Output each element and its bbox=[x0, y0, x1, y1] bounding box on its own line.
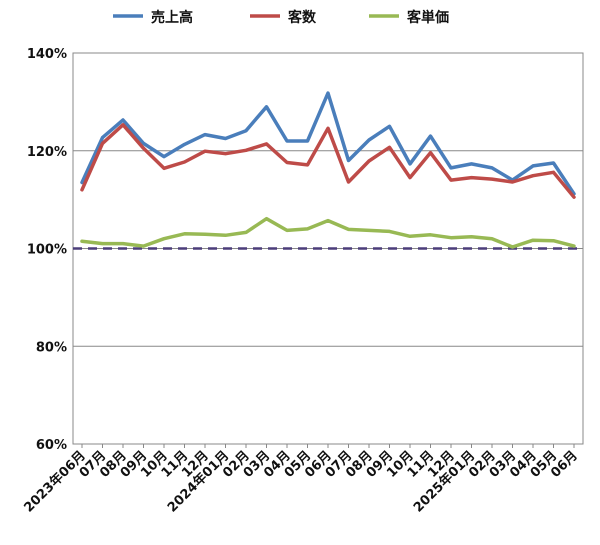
series-lines bbox=[80, 91, 576, 249]
y-tick-label: 80% bbox=[36, 340, 67, 355]
y-axis: 60% 80% 100% 120% 140% bbox=[27, 47, 67, 453]
y-tick-label: 100% bbox=[27, 243, 67, 258]
series-line-0 bbox=[80, 91, 576, 196]
x-tick-label: 2023年06月 bbox=[21, 448, 89, 516]
y-tick-label: 140% bbox=[27, 47, 67, 62]
legend-label: 売上高 bbox=[151, 9, 193, 26]
y-tick-label: 120% bbox=[27, 145, 67, 160]
x-axis: 2023年06月07月08月09月10月11月12月2024年01月02月03月… bbox=[21, 444, 581, 516]
legend-label: 客単価 bbox=[406, 9, 449, 26]
series-line-2 bbox=[80, 216, 576, 249]
legend-label: 客数 bbox=[287, 9, 317, 26]
y-tick-label: 60% bbox=[36, 438, 67, 453]
legend: 売上高 客数 客単価 bbox=[113, 9, 449, 26]
series-line-1 bbox=[80, 123, 576, 199]
